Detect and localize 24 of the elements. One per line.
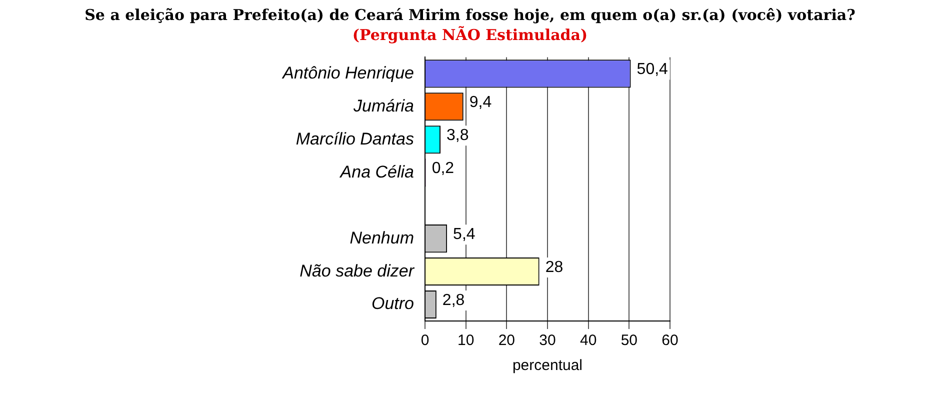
x-tick-label: 10 [457,332,474,350]
x-tick-label: 30 [539,332,556,350]
y-tick-label: Nenhum [350,228,414,248]
chart-subtitle: (Pergunta NÃO Estimulada) [351,26,589,44]
data-label: 28 [545,258,564,276]
y-tick-label: Ana Célia [339,162,414,182]
y-tick-label: Outro [371,294,414,314]
x-tick-label: 0 [420,332,430,350]
data-label: 5,4 [453,226,476,243]
x-tick-label: 50 [620,332,638,350]
x-tick-label: 40 [580,332,597,350]
y-tick-label: Jumária [352,96,414,116]
data-label: 9,4 [469,94,492,112]
y-tick-label: Antônio Henrique [282,63,414,82]
data-label: 0,2 [432,160,454,178]
data-label: 3,8 [446,127,469,144]
x-axis-title: percentual [512,357,583,374]
data-label: 2,8 [442,292,465,309]
chart-title: Se a eleição para Prefeito(a) de Ceará Mirim fosse hoje, em quem o(a) sr.(a) (você) votaria? [84,6,856,24]
x-tick-label: 60 [662,332,678,350]
y-tick-label: Marcílio Dantas [296,129,414,148]
y-tick-label: Não sabe dizer [300,261,416,280]
data-label: 50,4 [636,61,668,78]
x-tick-label: 20 [498,332,516,350]
